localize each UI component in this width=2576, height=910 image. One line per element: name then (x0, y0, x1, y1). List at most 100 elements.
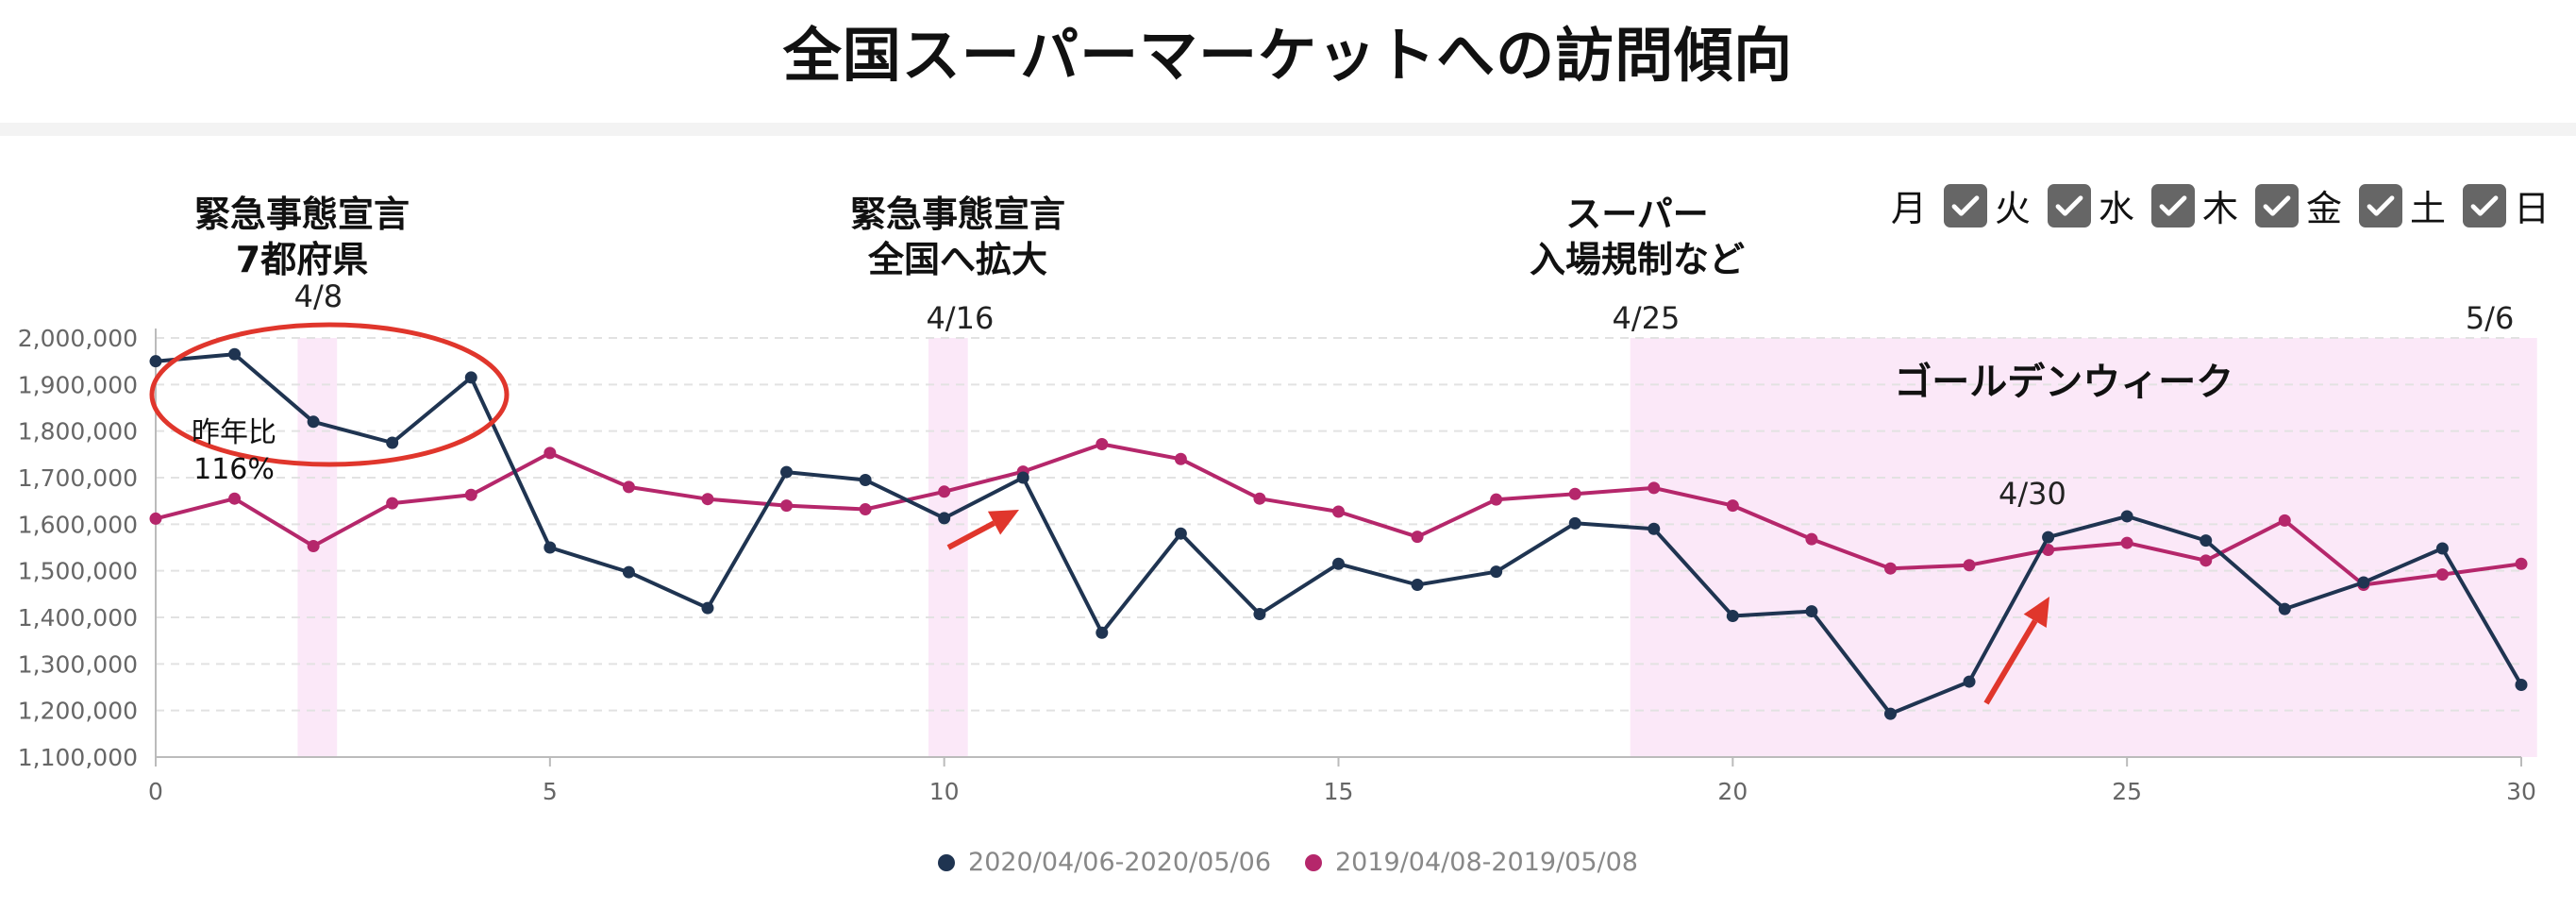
data-point (1490, 493, 1503, 506)
arrow-head (2023, 597, 2049, 628)
y-tick-label: 1,900,000 (18, 371, 138, 398)
day-label: 水 (2098, 188, 2134, 229)
y-tick-label: 1,400,000 (18, 604, 138, 632)
arrow-shaft (1983, 619, 2038, 705)
data-point (2435, 568, 2449, 581)
series-2020 (149, 347, 2528, 720)
data-point (1490, 565, 1503, 579)
arrow-shaft (946, 520, 995, 550)
x-tick-label: 5 (543, 778, 558, 805)
data-point (1726, 610, 1739, 623)
y-tick-label: 1,300,000 (18, 650, 138, 678)
y-tick-label: 1,700,000 (18, 464, 138, 492)
event-line: 入場規制など (1529, 239, 1745, 280)
data-point (1332, 557, 1345, 570)
data-point (1568, 487, 1581, 500)
data-point (1096, 437, 1109, 450)
data-point (938, 485, 951, 498)
data-point (2042, 531, 2055, 544)
day-label: 火 (1994, 188, 2031, 229)
data-point (1411, 531, 1424, 544)
day-label: 日 (2513, 188, 2550, 229)
day-toggle-sat[interactable]: 土 (2358, 179, 2446, 231)
legend-marker-icon (1305, 853, 1322, 871)
x-tick-label: 0 (148, 778, 163, 805)
data-point (544, 541, 557, 554)
checkbox-checked-icon[interactable] (1943, 183, 1987, 228)
data-point (2120, 510, 2133, 523)
day-toggle-sun[interactable]: 日 (2462, 179, 2550, 231)
event-line: 緊急事態宣言 (849, 194, 1065, 235)
data-point (938, 512, 951, 525)
data-point (1253, 492, 1266, 505)
data-point (464, 488, 477, 501)
day-label: 土 (2409, 188, 2446, 229)
data-point (544, 447, 557, 460)
data-point (1648, 522, 1661, 535)
highlight-band (928, 338, 968, 757)
legend-marker-icon (938, 853, 956, 871)
checkbox-checked-icon[interactable] (2462, 183, 2506, 228)
data-point (622, 480, 635, 494)
annotation-arrow-icon (1983, 597, 2049, 705)
legend-item-2020[interactable]: 2020/04/06-2020/05/06 (938, 848, 1271, 877)
day-label: 木 (2201, 188, 2238, 229)
legend-item-2019[interactable]: 2019/04/08-2019/05/08 (1305, 848, 1638, 877)
data-point (2200, 534, 2213, 548)
data-point (1883, 707, 1897, 720)
day-toggle-mon[interactable]: 月 (1891, 179, 1927, 231)
data-point (2435, 542, 2449, 555)
data-point (1174, 452, 1187, 465)
data-point (1568, 516, 1581, 530)
data-point (2515, 679, 2528, 692)
event-date-label: 5/6 (2466, 300, 2515, 336)
x-tick-label: 10 (929, 778, 960, 805)
annotation-arrow-icon (946, 510, 1019, 550)
data-point (386, 436, 399, 449)
data-point (2278, 514, 2291, 527)
event-line: 緊急事態宣言 (193, 194, 410, 235)
x-tick-label: 15 (1324, 778, 1354, 805)
day-toggle-wed[interactable]: 水 (2047, 179, 2134, 231)
legend-label: 2020/04/06-2020/05/06 (968, 848, 1271, 877)
data-point (149, 355, 162, 368)
day-toggle-fri[interactable]: 金 (2254, 179, 2342, 231)
data-point (701, 601, 714, 615)
data-point (2120, 536, 2133, 549)
data-point (622, 565, 635, 579)
data-point (1332, 505, 1345, 518)
event-date-label: 4/8 (294, 278, 343, 314)
data-point (1805, 605, 1818, 618)
day-toggle-tue[interactable]: 火 (1943, 179, 2031, 231)
day-label: 金 (2305, 188, 2342, 229)
data-point (386, 497, 399, 510)
gw-date-label: 4/30 (1999, 476, 2066, 512)
day-toggle-thu[interactable]: 木 (2150, 179, 2238, 231)
event-label-state-of-emergency-nationwide: 緊急事態宣言 全国へ拡大 (821, 192, 1095, 282)
y-tick-label: 2,000,000 (18, 325, 138, 352)
checkbox-checked-icon[interactable] (2358, 183, 2402, 228)
checkbox-checked-icon[interactable] (2150, 183, 2195, 228)
checkbox-checked-icon[interactable] (2254, 183, 2299, 228)
data-point (1963, 675, 1976, 688)
data-point (228, 347, 242, 361)
yoy-label: 昨年比 (192, 416, 276, 449)
y-tick-label: 1,800,000 (18, 418, 138, 446)
data-point (1016, 471, 1029, 484)
data-point (2357, 576, 2370, 589)
legend-label: 2019/04/08-2019/05/08 (1335, 848, 1638, 877)
data-point (464, 371, 477, 384)
day-label: 月 (1890, 188, 1927, 229)
data-point (1411, 578, 1424, 591)
data-point (780, 499, 794, 513)
title-divider (0, 123, 2576, 136)
data-point (1648, 481, 1661, 495)
data-point (149, 512, 162, 525)
x-tick-label: 20 (1717, 778, 1748, 805)
checkbox-checked-icon[interactable] (2047, 183, 2091, 228)
y-tick-label: 1,100,000 (18, 744, 138, 771)
event-line: スーパー (1565, 194, 1709, 235)
data-point (1805, 532, 1818, 546)
data-point (701, 493, 714, 506)
